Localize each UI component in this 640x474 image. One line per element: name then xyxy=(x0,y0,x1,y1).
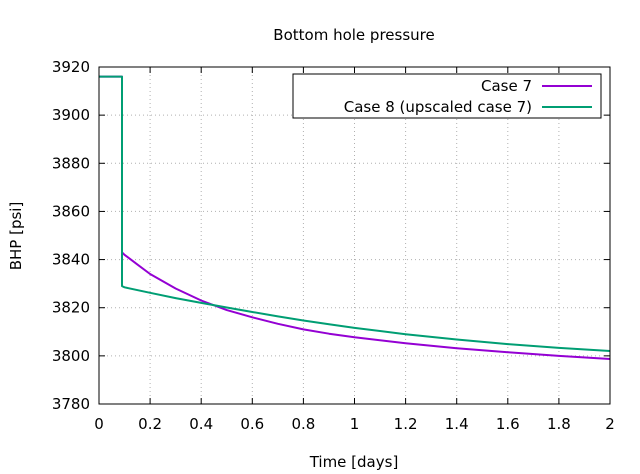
series-layer xyxy=(99,75,611,360)
y-tick-label: 3920 xyxy=(52,58,90,76)
grid xyxy=(99,67,610,404)
x-tick-label: 2 xyxy=(605,415,615,433)
x-tick-label: 0.6 xyxy=(240,415,264,433)
y-tick-label: 3800 xyxy=(52,347,90,365)
x-tick-label: 1.6 xyxy=(496,415,520,433)
x-tick-label: 0.4 xyxy=(189,415,213,433)
x-tick-label: 0.8 xyxy=(291,415,315,433)
x-tick-label: 1 xyxy=(350,415,360,433)
series-line-case-8 xyxy=(99,75,611,352)
chart-title: Bottom hole pressure xyxy=(273,26,434,44)
y-tick-label: 3780 xyxy=(52,395,90,413)
y-tick-label: 3820 xyxy=(52,299,90,317)
y-tick-label: 3840 xyxy=(52,251,90,269)
x-tick-label: 0 xyxy=(94,415,104,433)
x-tick-label: 1.8 xyxy=(547,415,571,433)
y-axis-label: BHP [psi] xyxy=(7,202,25,271)
ticks: 0 0.2 0.4 0.6 0.8 1 1.2 1.4 1.6 1.8 2 3780 3800 3820 3… xyxy=(52,58,615,433)
series-line-case-7 xyxy=(99,75,611,360)
legend-label-case-8: Case 8 (upscaled case 7) xyxy=(344,98,532,116)
legend: Case 7 Case 8 (upscaled case 7) xyxy=(292,73,602,119)
x-tick-label: 1.4 xyxy=(445,415,469,433)
x-axis-label: Time [days] xyxy=(309,453,399,471)
legend-box xyxy=(292,73,602,119)
y-tick-label: 3900 xyxy=(52,106,90,124)
y-tick-label: 3860 xyxy=(52,202,90,220)
x-tick-label: 0.2 xyxy=(138,415,162,433)
y-tick-label: 3880 xyxy=(52,154,90,172)
x-tick-label: 1.2 xyxy=(394,415,418,433)
legend-label-case-7: Case 7 xyxy=(481,77,532,95)
